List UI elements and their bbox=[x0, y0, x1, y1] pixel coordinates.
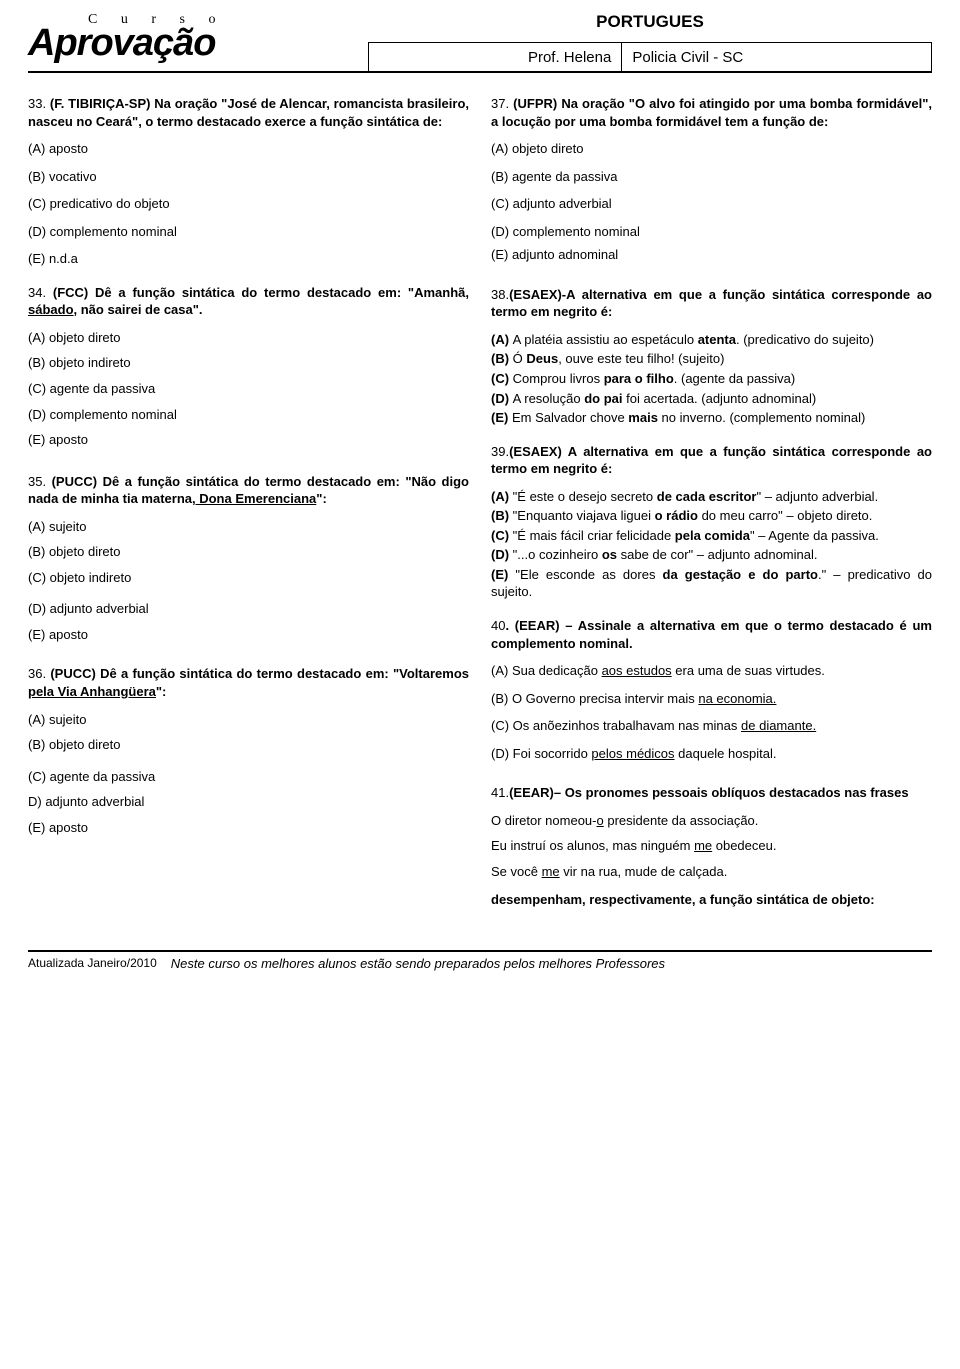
q35-b: (B) objeto direto bbox=[28, 543, 469, 561]
q39-num: 39. bbox=[491, 444, 509, 459]
q35-c: (C) objeto indireto bbox=[28, 569, 469, 587]
q34-num: 34. bbox=[28, 285, 46, 300]
q34-b: (B) objeto indireto bbox=[28, 354, 469, 372]
question-37: 37. (UFPR) Na oração "O alvo foi atingid… bbox=[491, 95, 932, 264]
q37-c: (C) adjunto adverbial bbox=[491, 195, 932, 213]
q38-opts: (A) A platéia assistiu ao espetáculo ate… bbox=[491, 331, 932, 427]
q34-stem: 34. (FCC) Dê a função sintática do termo… bbox=[28, 284, 469, 319]
question-34: 34. (FCC) Dê a função sintática do termo… bbox=[28, 284, 469, 449]
q36-c: (C) agente da passiva bbox=[28, 768, 469, 786]
q37-num: 37. bbox=[491, 96, 509, 111]
content-columns: 33. (F. TIBIRIÇA-SP) Na oração "José de … bbox=[28, 95, 932, 924]
q38-e: (E) Em Salvador chove mais no inverno. (… bbox=[491, 409, 932, 427]
footer-updated: Atualizada Janeiro/2010 bbox=[28, 956, 157, 971]
q33-e: (E) n.d.a bbox=[28, 250, 469, 268]
question-40: 40. (EEAR) – Assinale a alternativa em q… bbox=[491, 617, 932, 762]
q36-a: (A) sujeito bbox=[28, 711, 469, 729]
page-footer: Atualizada Janeiro/2010 Neste curso os m… bbox=[28, 950, 932, 971]
q40-c: (C) Os anõezinhos trabalhavam nas minas … bbox=[491, 717, 932, 735]
q38-b: (B) Ó Deus, ouve este teu filho! (sujeit… bbox=[491, 350, 932, 368]
q37-e: (E) adjunto adnominal bbox=[491, 246, 932, 264]
q34-d: (D) complemento nominal bbox=[28, 406, 469, 424]
q37-stem: 37. (UFPR) Na oração "O alvo foi atingid… bbox=[491, 95, 932, 130]
q33-d: (D) complemento nominal bbox=[28, 223, 469, 241]
q34-c: (C) agente da passiva bbox=[28, 380, 469, 398]
q36-num: 36. bbox=[28, 666, 46, 681]
q39-c: (C) "É mais fácil criar felicidade pela … bbox=[491, 527, 932, 545]
q36-e: (E) aposto bbox=[28, 819, 469, 837]
q35-e: (E) aposto bbox=[28, 626, 469, 644]
prof-cell: Prof. Helena bbox=[369, 43, 622, 73]
header-right: PORTUGUES Prof. Helena Policia Civil - S… bbox=[368, 12, 932, 73]
q38-c: (C) Comprou livros para o filho. (agente… bbox=[491, 370, 932, 388]
q33-a: (A) aposto bbox=[28, 140, 469, 158]
q39-a: (A) "É este o desejo secreto de cada esc… bbox=[491, 488, 932, 506]
question-36: 36. (PUCC) Dê a função sintática do term… bbox=[28, 665, 469, 836]
q37-d: (D) complemento nominal bbox=[491, 223, 932, 241]
q38-num: 38. bbox=[491, 287, 509, 302]
q40-b: (B) O Governo precisa intervir mais na e… bbox=[491, 690, 932, 708]
q40-d: (D) Foi socorrido pelos médicos daquele … bbox=[491, 745, 932, 763]
q36-stem: 36. (PUCC) Dê a função sintática do term… bbox=[28, 665, 469, 700]
q35-num: 35. bbox=[28, 474, 46, 489]
q39-stem: 39.(ESAEX) A alternativa em que a função… bbox=[491, 443, 932, 478]
inst-cell: Policia Civil - SC bbox=[622, 43, 932, 73]
q35-a: (A) sujeito bbox=[28, 518, 469, 536]
q37-b: (B) agente da passiva bbox=[491, 168, 932, 186]
q41-l1: O diretor nomeou-o presidente da associa… bbox=[491, 812, 932, 830]
q34-a: (A) objeto direto bbox=[28, 329, 469, 347]
right-column: 37. (UFPR) Na oração "O alvo foi atingid… bbox=[491, 95, 932, 924]
q38-stem: 38.(ESAEX)-A alternativa em que a função… bbox=[491, 286, 932, 321]
q40-stem: 40. (EEAR) – Assinale a alternativa em q… bbox=[491, 617, 932, 652]
q36-b: (B) objeto direto bbox=[28, 736, 469, 754]
page-header: C u r s o Aprovação PORTUGUES Prof. Hele… bbox=[28, 12, 932, 73]
left-column: 33. (F. TIBIRIÇA-SP) Na oração "José de … bbox=[28, 95, 469, 924]
q33-stem: 33. (F. TIBIRIÇA-SP) Na oração "José de … bbox=[28, 95, 469, 130]
question-35: 35. (PUCC) Dê a função sintática do term… bbox=[28, 473, 469, 644]
subject-title: PORTUGUES bbox=[368, 12, 932, 32]
q33-c: (C) predicativo do objeto bbox=[28, 195, 469, 213]
header-info-table: Prof. Helena Policia Civil - SC bbox=[368, 42, 932, 73]
q34-e: (E) aposto bbox=[28, 431, 469, 449]
question-39: 39.(ESAEX) A alternativa em que a função… bbox=[491, 443, 932, 601]
q33-b: (B) vocativo bbox=[28, 168, 469, 186]
q41-stem: 41.(EEAR)– Os pronomes pessoais oblíquos… bbox=[491, 784, 932, 802]
q41-num: 41. bbox=[491, 785, 509, 800]
q39-e: (E) "Ele esconde as dores da gestação e … bbox=[491, 566, 932, 601]
q41-tail: desempenham, respectivamente, a função s… bbox=[491, 891, 932, 909]
q34-opts: (A) objeto direto (B) objeto indireto (C… bbox=[28, 329, 469, 449]
question-38: 38.(ESAEX)-A alternativa em que a função… bbox=[491, 286, 932, 427]
q35-d: (D) adjunto adverbial bbox=[28, 600, 469, 618]
q37-a: (A) objeto direto bbox=[491, 140, 932, 158]
logo-block: C u r s o Aprovação bbox=[28, 12, 225, 65]
logo-main-text: Aprovação bbox=[28, 22, 225, 65]
q35-stem: 35. (PUCC) Dê a função sintática do term… bbox=[28, 473, 469, 508]
page: C u r s o Aprovação PORTUGUES Prof. Hele… bbox=[0, 0, 960, 991]
q39-opts: (A) "É este o desejo secreto de cada esc… bbox=[491, 488, 932, 601]
q40-num: 40 bbox=[491, 618, 505, 633]
q38-d: (D) A resolução do pai foi acertada. (ad… bbox=[491, 390, 932, 408]
q39-d: (D) "...o cozinheiro os sabe de cor" – a… bbox=[491, 546, 932, 564]
q40-a: (A) Sua dedicação aos estudos era uma de… bbox=[491, 662, 932, 680]
question-33: 33. (F. TIBIRIÇA-SP) Na oração "José de … bbox=[28, 95, 469, 268]
q38-a: (A) A platéia assistiu ao espetáculo ate… bbox=[491, 331, 932, 349]
q41-l3: Se você me vir na rua, mude de calçada. bbox=[491, 863, 932, 881]
question-41: 41.(EEAR)– Os pronomes pessoais oblíquos… bbox=[491, 784, 932, 908]
q41-l2: Eu instruí os alunos, mas ninguém me obe… bbox=[491, 837, 932, 855]
footer-tagline: Neste curso os melhores alunos estão sen… bbox=[171, 956, 665, 971]
q33-num: 33. bbox=[28, 96, 46, 111]
q39-b: (B) "Enquanto viajava liguei o rádio do … bbox=[491, 507, 932, 525]
q36-d: D) adjunto adverbial bbox=[28, 793, 469, 811]
